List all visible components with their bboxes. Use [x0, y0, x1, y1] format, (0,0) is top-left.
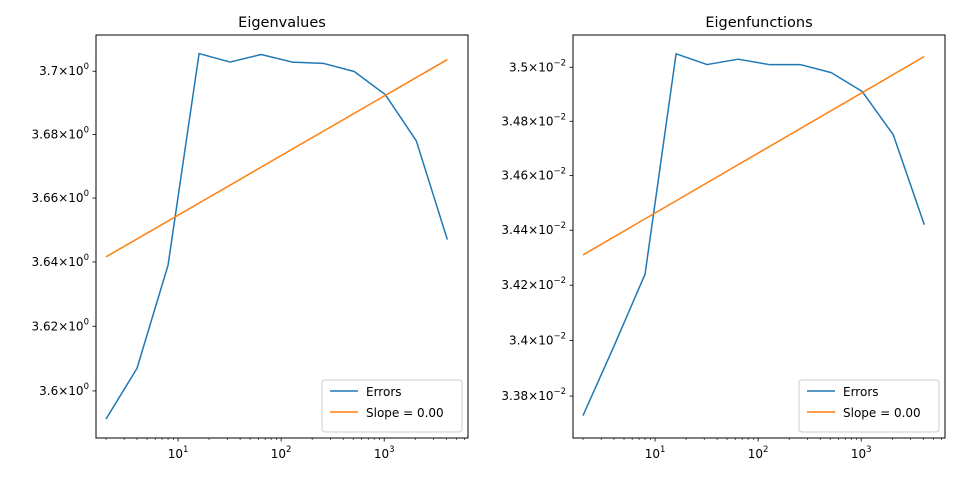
y-tick-label: 3.4×10−2 [509, 331, 566, 347]
y-tick-label: 3.5×10−2 [509, 58, 566, 74]
chart-title: Eigenfunctions [705, 15, 812, 31]
x-tick-label: 102 [271, 445, 292, 461]
x-tick-label: 101 [168, 445, 189, 461]
legend: Errors Slope = 0.00 [321, 379, 463, 433]
y-tick-label: 3.64×100 [32, 253, 89, 269]
eigenfunctions-chart: Eigenfunctions 101 102 103 3.38×10−2 3.4×10−… [501, 15, 946, 461]
legend-box [321, 379, 463, 433]
y-tick-label: 3.6×100 [39, 382, 89, 398]
legend-label: Slope = 0.00 [843, 406, 921, 420]
legend: Errors Slope = 0.00 [798, 379, 940, 433]
series-line-errors [582, 53, 926, 416]
x-tick-label: 103 [374, 445, 395, 461]
y-tick-label: 3.38×10−2 [501, 387, 566, 403]
series-line-slope [105, 58, 448, 258]
series-line-slope [582, 55, 925, 256]
eigenvalues-chart: Eigenvalues 101 102 103 3.6×100 3.62×100 3.64… [32, 15, 469, 461]
y-tick-label: 3.62×100 [32, 317, 89, 333]
legend-label: Slope = 0.00 [366, 406, 444, 420]
legend-label: Errors [366, 385, 402, 399]
y-tick-label: 3.42×10−2 [501, 276, 566, 292]
chart-title: Eigenvalues [238, 15, 326, 31]
y-tick-label: 3.66×100 [32, 189, 89, 205]
x-tick-label: 102 [748, 445, 769, 461]
series-line-errors [105, 52, 449, 420]
y-tick-label: 3.68×100 [32, 125, 89, 141]
y-tick-label: 3.48×10−2 [501, 112, 566, 128]
y-tick-label: 3.44×10−2 [501, 221, 566, 237]
legend-box [798, 379, 940, 433]
legend-label: Errors [843, 385, 879, 399]
plot-area [572, 34, 946, 439]
y-tick-label: 3.7×100 [39, 62, 89, 78]
x-tick-label: 103 [851, 445, 872, 461]
plot-area [95, 34, 469, 439]
y-tick-label: 3.46×10−2 [501, 167, 566, 183]
x-tick-label: 101 [645, 445, 666, 461]
